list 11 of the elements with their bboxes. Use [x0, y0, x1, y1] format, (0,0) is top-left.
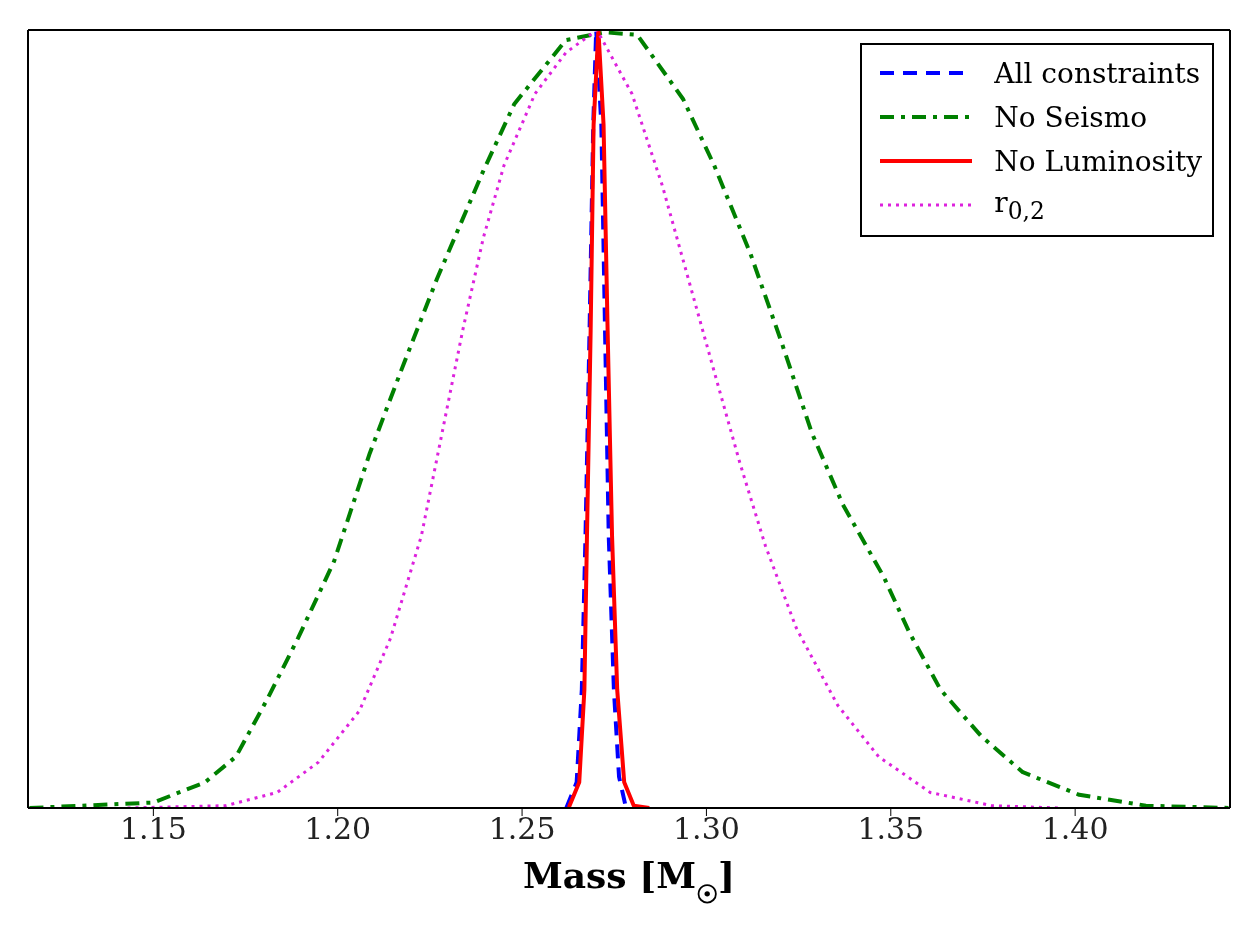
legend-label: No Seismo: [994, 100, 1148, 134]
x-tick-label: 1.35: [857, 811, 925, 847]
x-tick-label: 1.25: [488, 811, 556, 847]
x-tick-label: 1.30: [673, 811, 740, 847]
x-tick-label: 1.20: [304, 811, 372, 847]
legend-label: r$_{0,2}$: [994, 185, 1045, 225]
x-tick-label: 1.40: [1041, 811, 1109, 847]
legend-label: All constraints: [994, 56, 1201, 90]
x-tick-label: 1.15: [119, 811, 187, 847]
x-axis-title: Mass [M$_{☉}$]: [522, 854, 736, 909]
legend-label: No Luminosity: [994, 144, 1202, 178]
